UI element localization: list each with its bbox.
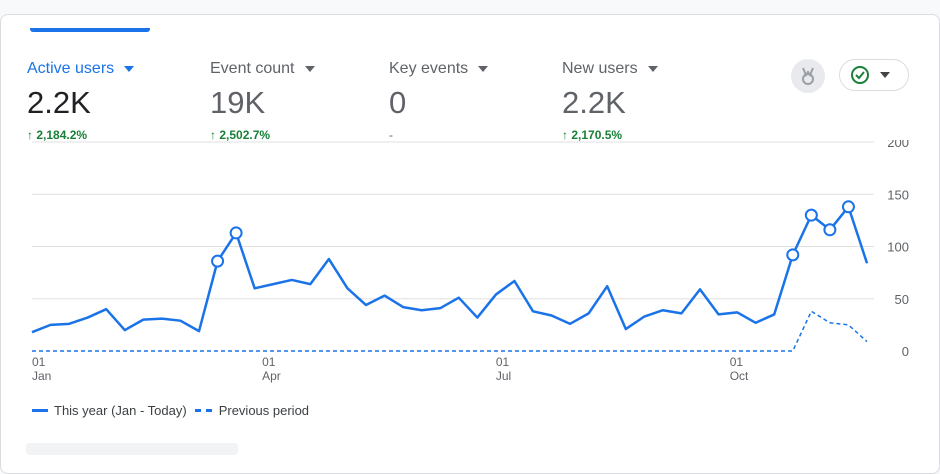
y-tick-label: 150: [887, 187, 909, 202]
x-tick-month: Jul: [496, 369, 511, 383]
award-ribbon-icon: [802, 67, 814, 85]
metric-label[interactable]: New users: [562, 59, 658, 79]
series-previous-line: [32, 310, 868, 352]
legend-solid-line-icon: [32, 409, 48, 412]
metric-label-text: Key events: [389, 60, 469, 77]
data-quality-status-button[interactable]: [839, 59, 909, 91]
metric-delta: -: [389, 128, 393, 142]
chart-grid: [32, 141, 874, 300]
x-tick-day: 01: [32, 355, 46, 369]
metric-label[interactable]: Active users: [27, 59, 135, 79]
dropdown-caret-icon[interactable]: [304, 66, 315, 72]
chart-legend: This year (Jan - Today) Previous period: [32, 403, 309, 418]
y-tick-label: 50: [895, 292, 909, 307]
metric-label-text: Event count: [210, 60, 295, 77]
x-tick-day: 01: [730, 355, 744, 369]
anomaly-marker[interactable]: [804, 208, 818, 222]
legend-previous: Previous period: [218, 403, 310, 418]
y-tick-label: 100: [887, 240, 909, 255]
x-tick-month: Apr: [262, 369, 281, 383]
metric-label[interactable]: Key events: [389, 59, 489, 79]
dropdown-caret-icon[interactable]: [647, 66, 658, 72]
x-tick-month: Oct: [730, 369, 749, 383]
x-tick-month: Jan: [32, 369, 51, 383]
x-tick-day: 01: [262, 355, 276, 369]
metric-value: 2.2K: [562, 85, 626, 120]
anomaly-marker[interactable]: [823, 223, 837, 237]
y-tick-label: 200: [887, 140, 909, 150]
anomaly-marker[interactable]: [841, 200, 855, 214]
metric-value: 2.2K: [27, 85, 91, 120]
metric-label-text: New users: [562, 60, 638, 77]
award-button[interactable]: [791, 59, 825, 93]
metric-key-events[interactable]: Key events 0 -: [389, 59, 489, 143]
metric-delta: ↑ 2,184.2%: [27, 128, 88, 142]
metric-delta: ↑ 2,502.7%: [210, 128, 271, 142]
dropdown-caret-icon: [880, 72, 890, 78]
analytics-card: Active users 2.2K ↑ 2,184.2% Event count…: [0, 14, 940, 474]
metric-active-users[interactable]: Active users 2.2K ↑ 2,184.2%: [27, 59, 135, 143]
check-circle-icon: [851, 66, 869, 84]
bottom-control[interactable]: [26, 443, 238, 455]
metric-new-users[interactable]: New users 2.2K ↑ 2,170.5%: [562, 59, 658, 143]
active-tab-indicator: [30, 28, 150, 32]
anomaly-marker[interactable]: [211, 254, 225, 268]
metric-label-text: Active users: [27, 60, 115, 77]
metric-value: 19K: [210, 85, 266, 120]
chart-series: [31, 200, 869, 352]
metric-label[interactable]: Event count: [210, 59, 315, 79]
anomaly-marker[interactable]: [786, 248, 800, 262]
legend-dashed-line-icon: [194, 409, 213, 412]
metric-value: 0: [389, 85, 407, 120]
anomaly-marker[interactable]: [229, 226, 243, 240]
series-current-line: [31, 205, 869, 334]
dropdown-caret-icon[interactable]: [478, 66, 489, 72]
metric-delta: ↑ 2,170.5%: [562, 128, 623, 142]
y-axis-ticks: 200 150 100 50 0: [887, 140, 909, 359]
dropdown-caret-icon[interactable]: [124, 66, 135, 72]
metric-event-count[interactable]: Event count 19K ↑ 2,502.7%: [210, 59, 315, 143]
x-tick-day: 01: [496, 355, 510, 369]
y-tick-label: 0: [902, 344, 909, 359]
legend-current: This year (Jan - Today): [54, 403, 187, 418]
